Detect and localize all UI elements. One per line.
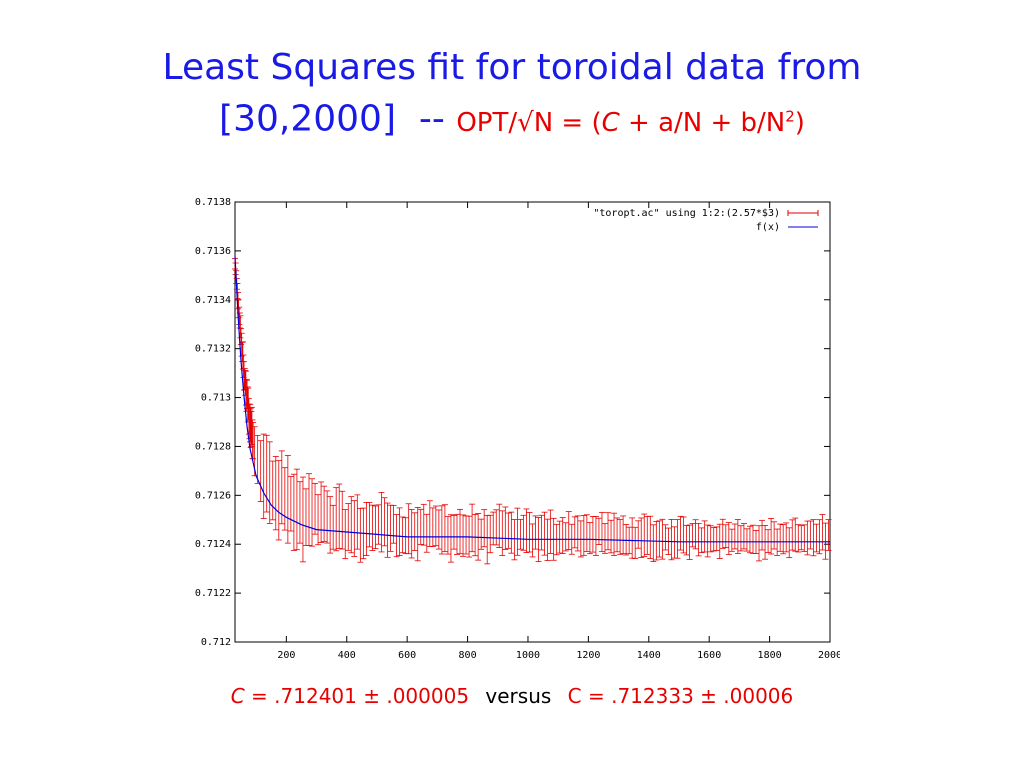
caption-c-label: C [230,684,245,708]
x-tick-label: 1800 [758,650,782,661]
title-line-1: Least Squares fit for toroidal data from [162,47,862,88]
caption: C = .712401 ± .000005 versus C = .712333… [0,684,1024,708]
y-tick-label: 0.7124 [195,539,231,550]
y-tick-label: 0.712 [201,637,231,648]
title-dash: -- [418,98,445,140]
formula-c: C [601,107,620,138]
y-tick-label: 0.7138 [195,197,231,208]
x-tick-label: 400 [338,650,356,661]
caption-c-other: C = .712333 ± .00006 [567,684,794,708]
y-tick-label: 0.713 [201,393,231,404]
y-tick-label: 0.7136 [195,246,231,257]
x-axis: 200 400 600 800 1000 1200 1400 1600 1800 2000 [277,202,840,661]
caption-versus: versus [485,684,552,708]
y-tick-label: 0.7132 [195,344,231,355]
y-tick-label: 0.7126 [195,490,231,501]
x-tick-label: 800 [459,650,477,661]
slide-title: Least Squares fit for toroidal data from… [0,44,1024,147]
x-tick-label: 200 [277,650,295,661]
formula-close: ) [794,107,805,138]
caption-c-value: = .712401 ± .000005 [244,684,470,708]
legend-label-data: "toropt.ac" using 1:2:(2.57*$3) [593,208,780,219]
legend-label-fit: f(x) [756,222,780,233]
fit-chart: 0.712 0.7122 0.7124 0.7126 0.7128 0.713 0.7132… [195,197,840,661]
data-errorbars [232,258,832,565]
plot-frame [234,201,831,643]
formula-part-b: + a/N + b/N [619,107,786,138]
legend: "toropt.ac" using 1:2:(2.57*$3) f(x) [593,208,819,233]
formula-exponent: 2 [785,107,795,125]
y-tick-label: 0.7128 [195,441,231,452]
fit-curve [234,255,830,543]
x-tick-label: 1600 [697,650,721,661]
title-range: [30,2000] [219,98,397,140]
x-tick-label: 600 [398,650,416,661]
x-tick-label: 2000 [818,650,840,661]
title-formula: OPT/√N = (C + a/N + b/N2) [456,107,805,138]
y-tick-label: 0.7134 [195,295,231,306]
y-axis: 0.712 0.7122 0.7124 0.7126 0.7128 0.713 0.7132… [195,197,830,648]
title-line-2: [30,2000] -- OPT/√N = (C + a/N + b/N2) [0,92,1024,147]
y-tick-label: 0.7122 [195,588,231,599]
x-tick-label: 1400 [637,650,661,661]
x-tick-label: 1000 [516,650,540,661]
formula-part-a: OPT/√N = ( [456,107,602,138]
caption-c-fit: C = .712401 ± .000005 [231,684,469,708]
x-tick-label: 1200 [576,650,600,661]
